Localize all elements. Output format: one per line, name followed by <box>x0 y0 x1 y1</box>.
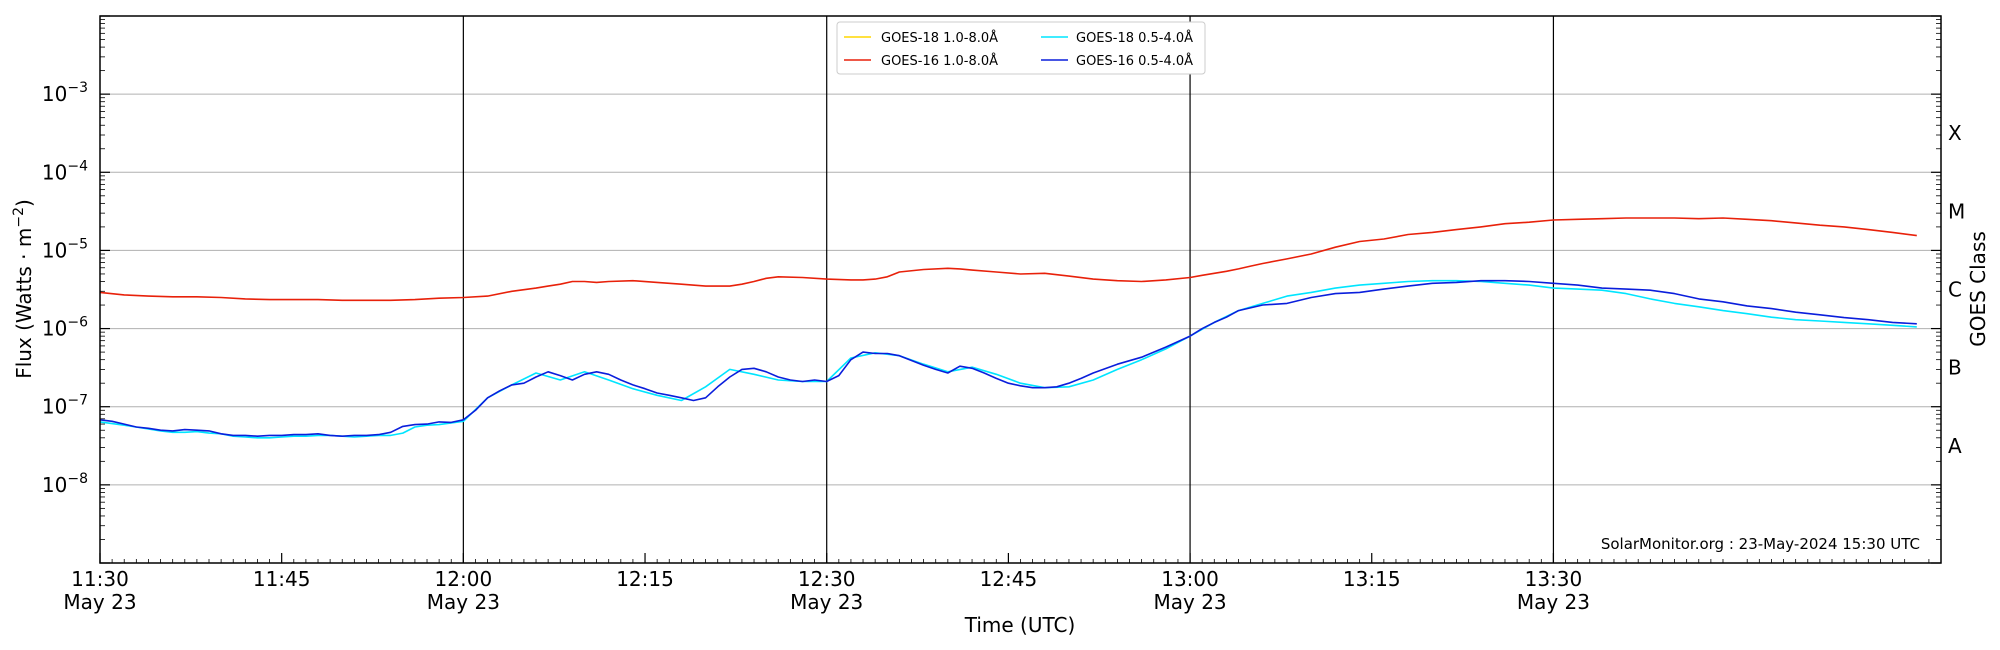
legend-entry: GOES-16 0.5-4.0Å <box>1041 53 1193 69</box>
y-axis-title-end: ) <box>12 199 36 207</box>
legend-label: GOES-16 1.0-8.0Å <box>881 53 998 69</box>
x-tick-time: 13:30 <box>1525 567 1583 591</box>
y-axis-title-main: Flux (Watts · m <box>12 228 36 379</box>
y-tick-exponent: −5 <box>67 236 88 252</box>
flux-series <box>99 217 1917 439</box>
x-tick-time: 12:45 <box>980 567 1038 591</box>
y-tick-base: 10 <box>42 82 67 106</box>
goes-class-label: B <box>1948 356 1962 380</box>
y-tick-label: 10−5 <box>42 236 88 262</box>
gridlines <box>100 93 1941 486</box>
goes-class-label: A <box>1948 434 1962 458</box>
legend: GOES-18 1.0-8.0Å GOES-18 0.5-4.0Å GOES-1… <box>836 21 1206 75</box>
x-tick-date: May 23 <box>427 590 500 614</box>
y-tick-base: 10 <box>42 238 67 262</box>
goes-class-labels: A B C M X <box>1948 121 1965 458</box>
y-tick-exponent: −3 <box>67 80 88 96</box>
x-tick-time: 12:30 <box>798 567 856 591</box>
x-axis-title: Time (UTC) <box>964 613 1076 637</box>
x-tick-time: 12:15 <box>616 567 674 591</box>
x-tick-time: 13:15 <box>1343 567 1401 591</box>
y-tick-exponent: −7 <box>67 393 88 409</box>
legend-entry: GOES-16 1.0-8.0Å <box>844 53 998 69</box>
y-tick-exponent: −6 <box>67 315 88 331</box>
series-line <box>99 279 1917 438</box>
x-tick-time: 11:30 <box>71 567 129 591</box>
y-tick-base: 10 <box>42 473 67 497</box>
legend-entry: GOES-18 0.5-4.0Å <box>1041 30 1193 46</box>
y-axis-title: Flux (Watts · m−2) <box>11 199 36 379</box>
legend-box <box>836 21 1206 75</box>
credit-annotation: SolarMonitor.org : 23-May-2024 15:30 UTC <box>1601 535 1920 553</box>
goes-class-label: X <box>1948 121 1962 145</box>
hour-vertical-lines <box>462 16 1555 563</box>
axis-ticks <box>99 15 1942 564</box>
x-tick-date: May 23 <box>63 590 136 614</box>
legend-label: GOES-18 1.0-8.0Å <box>881 30 998 46</box>
goes-class-axis-title: GOES Class <box>1966 231 1990 347</box>
series-line <box>99 279 1917 439</box>
y-tick-labels: 10−810−710−610−510−410−3 <box>42 80 88 497</box>
y-axis-title-sup: −2 <box>11 207 27 228</box>
goes-class-label: M <box>1948 199 1965 223</box>
y-tick-base: 10 <box>42 395 67 419</box>
x-tick-date: May 23 <box>790 590 863 614</box>
y-tick-label: 10−8 <box>42 471 88 497</box>
y-tick-exponent: −4 <box>67 158 88 174</box>
y-tick-label: 10−3 <box>42 80 88 106</box>
x-tick-time: 11:45 <box>253 567 311 591</box>
legend-label: GOES-16 0.5-4.0Å <box>1076 53 1193 69</box>
series-line <box>99 217 1917 302</box>
goes-class-label: C <box>1948 278 1962 302</box>
y-tick-base: 10 <box>42 317 67 341</box>
y-tick-label: 10−6 <box>42 315 88 341</box>
legend-label: GOES-18 0.5-4.0Å <box>1076 30 1193 46</box>
x-tick-date: May 23 <box>1153 590 1226 614</box>
legend-entry: GOES-18 1.0-8.0Å <box>844 30 998 46</box>
y-tick-label: 10−7 <box>42 393 88 419</box>
x-tick-date: May 23 <box>1517 590 1590 614</box>
x-tick-time: 12:00 <box>435 567 493 591</box>
y-tick-base: 10 <box>42 160 67 184</box>
x-tick-time: 13:00 <box>1161 567 1219 591</box>
y-tick-label: 10−4 <box>42 158 88 184</box>
y-tick-exponent: −8 <box>67 471 88 487</box>
